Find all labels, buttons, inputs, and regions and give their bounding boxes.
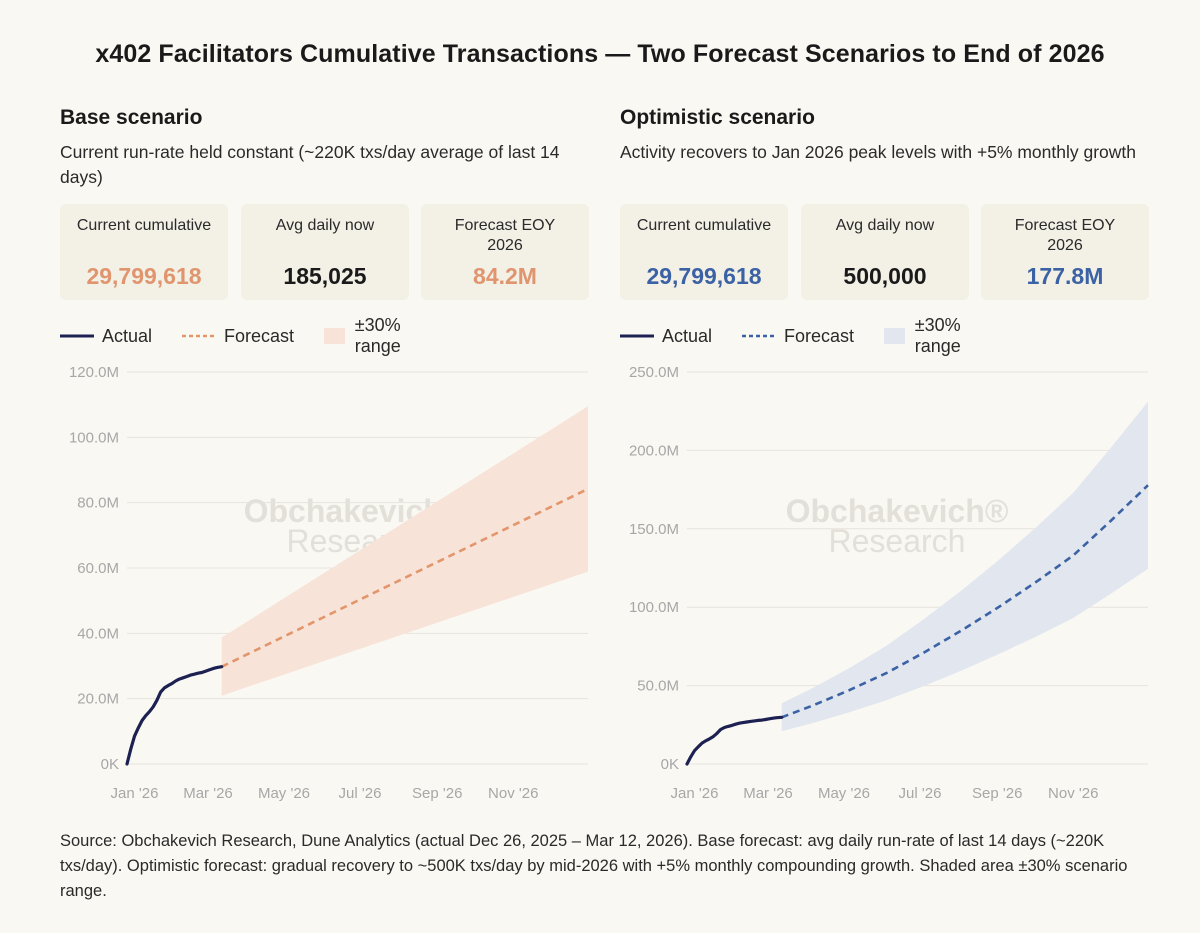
legend-item-actual: Actual <box>60 324 152 348</box>
legend-line-forecast-icon <box>182 334 216 338</box>
legend-item-forecast: Forecast <box>742 324 854 348</box>
x-tick-label: Jul '26 <box>899 785 942 802</box>
stat-label: Current cumulative <box>636 217 772 234</box>
legend-item-range: ±30% range <box>884 315 974 356</box>
base-chart-svg: 0K 20.0M 40.0M 60.0M 80.0M 100.0M 120.0M Jan '2… <box>69 364 589 802</box>
x-tick-label: Jan '26 <box>671 785 719 802</box>
legend-swatch-range-icon <box>324 328 345 344</box>
optimistic-scenario-chart: Obchakevich® Research 0K 50.0M 100.0M 150.0… <box>620 362 1150 812</box>
page-title: x402 Facilitators Cumulative Transaction… <box>95 40 1105 68</box>
x-tick-label: Sep '26 <box>412 785 462 802</box>
y-tick-label: 60.0M <box>77 560 119 577</box>
y-tick-label: 250.0M <box>629 364 679 381</box>
y-tick-label: 200.0M <box>629 442 679 459</box>
stat-card-forecast-eoy: Forecast EOY 2026 84.2M <box>421 204 589 300</box>
x-tick-label: Sep '26 <box>972 785 1022 802</box>
source-note: Source: Obchakevich Research, Dune Analy… <box>60 832 1128 900</box>
stat-label: Avg daily now <box>275 217 375 234</box>
forecast-range-band <box>781 401 1148 732</box>
stat-card-current-cumulative: Current cumulative 29,799,618 <box>620 204 788 300</box>
stat-card-forecast-eoy: Forecast EOY 2026 177.8M <box>981 204 1149 300</box>
x-tick-label: Mar '26 <box>183 785 233 802</box>
stat-value: 29,799,618 <box>646 263 762 289</box>
forecast-range-band <box>221 406 588 696</box>
x-tick-label: May '26 <box>258 785 310 802</box>
legend-line-actual-icon <box>620 334 654 338</box>
x-tick-label: Jan '26 <box>111 785 159 802</box>
x-tick-label: Mar '26 <box>743 785 793 802</box>
y-tick-label: 50.0M <box>637 678 679 695</box>
stat-value: 84.2M <box>473 263 537 289</box>
panel-title: Base scenario <box>60 106 203 129</box>
stat-label: Forecast EOY 2026 <box>1014 217 1116 254</box>
y-tick-label: 100.0M <box>69 429 119 446</box>
legend-swatch-range-icon <box>884 328 905 344</box>
stat-value: 500,000 <box>843 263 927 289</box>
legend-label: Forecast <box>224 325 295 346</box>
y-tick-label: 40.0M <box>77 625 119 642</box>
stat-label: Forecast EOY 2026 <box>454 217 556 254</box>
stat-card-avg-daily: Avg daily now 185,025 <box>241 204 409 300</box>
base-scenario-panel: Base scenario Current run-rate held cons… <box>60 106 590 806</box>
legend-item-forecast: Forecast <box>182 324 294 348</box>
optimistic-scenario-panel: Optimistic scenario Activity recovers to… <box>620 106 1150 806</box>
panel-title: Optimistic scenario <box>620 106 815 129</box>
y-tick-label: 120.0M <box>69 364 119 381</box>
y-tick-label: 80.0M <box>77 495 119 512</box>
y-tick-label: 0K <box>101 756 119 773</box>
stat-value: 177.8M <box>1026 263 1104 289</box>
legend-label: Forecast <box>784 325 855 346</box>
legend-label: ±30% range <box>914 315 961 356</box>
y-tick-label: 0K <box>661 756 679 773</box>
legend-line-forecast-icon <box>742 334 776 338</box>
forecast-line <box>781 484 1149 719</box>
legend-label: ±30% range <box>354 315 401 356</box>
x-tick-label: May '26 <box>818 785 870 802</box>
stat-value: 29,799,618 <box>86 263 202 289</box>
legend-label: Actual <box>102 325 153 346</box>
panel-subtitle: Current run-rate held constant (~220K tx… <box>60 142 560 187</box>
legend-item-actual: Actual <box>620 324 712 348</box>
optimistic-chart-svg: 0K 50.0M 100.0M 150.0M 200.0M 250.0M Jan '26 Ma… <box>629 364 1149 802</box>
stat-card-avg-daily: Avg daily now 500,000 <box>801 204 969 300</box>
x-tick-label: Jul '26 <box>339 785 382 802</box>
stat-value: 185,025 <box>283 263 367 289</box>
base-scenario-chart: Obchakevich® Research 0K 20.0M 40.0M 60.0M 8… <box>60 362 590 812</box>
x-tick-label: Nov '26 <box>488 785 538 802</box>
y-tick-label: 20.0M <box>77 691 119 708</box>
legend-label: Actual <box>662 325 713 346</box>
stat-label: Current cumulative <box>76 217 212 234</box>
stat-card-current-cumulative: Current cumulative 29,799,618 <box>60 204 228 300</box>
forecast-line <box>221 487 589 668</box>
legend-item-range: ±30% range <box>324 315 414 356</box>
x-tick-label: Nov '26 <box>1048 785 1098 802</box>
panel-subtitle: Activity recovers to Jan 2026 peak level… <box>620 142 1137 162</box>
stat-label: Avg daily now <box>835 217 935 234</box>
legend-line-actual-icon <box>60 334 94 338</box>
y-tick-label: 150.0M <box>629 521 679 538</box>
y-tick-label: 100.0M <box>629 599 679 616</box>
actual-line <box>685 715 784 766</box>
actual-line <box>125 665 224 766</box>
